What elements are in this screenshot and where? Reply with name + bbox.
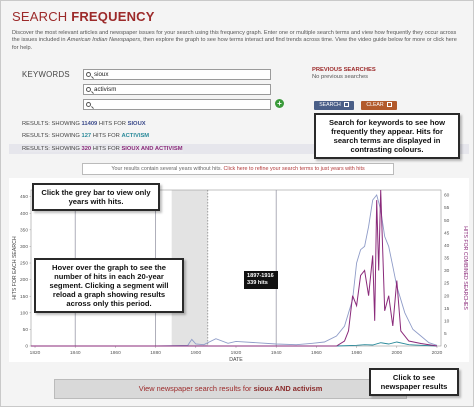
- previous-searches-title: PREVIOUS SEARCHES: [312, 67, 376, 73]
- hover-tooltip: 1897-1916 339 hits: [244, 271, 278, 289]
- search-button[interactable]: SEARCH: [314, 101, 354, 110]
- page-title: SEARCH FREQUENCY: [12, 9, 155, 24]
- x-tick-label: 1840: [70, 350, 81, 356]
- y-tick-label: 300: [20, 244, 28, 250]
- search-icon: [86, 87, 91, 92]
- y-right-tick-label: 35: [444, 256, 450, 262]
- refine-warning: Your results contain several years witho…: [82, 163, 394, 175]
- clear-button-icon: [386, 102, 392, 108]
- keyword-input-1[interactable]: sioux: [83, 69, 271, 80]
- y-right-tick-label: 40: [444, 243, 450, 249]
- y-right-tick-label: 60: [444, 193, 450, 199]
- y-right-tick-label: 5: [444, 331, 447, 337]
- result-line-activism: RESULTS: SHOWING 127 HITS FOR ACTIVISM: [22, 133, 150, 139]
- x-tick-label: 1940: [271, 350, 282, 356]
- search-icon: [86, 72, 91, 77]
- x-tick-label: 1920: [231, 350, 242, 356]
- y-axis-label: HITS FOR EACH SEARCH: [12, 236, 18, 299]
- result-line-sioux: RESULTS: SHOWING 11409 HITS FOR SIOUX: [22, 121, 146, 127]
- add-keyword-icon[interactable]: +: [275, 99, 284, 108]
- frequency-chart-svg[interactable]: 0 50 100 150 200 250 300 350 400 450 0 5 10 15 20 25 30 3…: [9, 178, 469, 362]
- y-right-tick-label: 15: [444, 306, 450, 312]
- y-right-tick-label: 45: [444, 230, 450, 236]
- y-right-tick-label: 30: [444, 268, 450, 274]
- intro-text: Discover the most relevant articles and …: [12, 30, 457, 51]
- keyword-input-3[interactable]: [83, 99, 271, 110]
- clear-button[interactable]: CLEAR: [361, 101, 397, 110]
- y-right-tick-label: 55: [444, 205, 450, 211]
- y-tick-label: 350: [20, 227, 28, 233]
- series-sioux-and-activism[interactable]: [31, 189, 438, 347]
- y-right-tick-label: 25: [444, 281, 450, 287]
- callout-search-keywords: Search for keywords to see how frequentl…: [314, 113, 460, 159]
- y-right-tick-label: 50: [444, 218, 450, 224]
- callout-grey-bar: Click the grey bar to view only years wi…: [32, 183, 160, 211]
- y-right-tick-label: 20: [444, 293, 450, 299]
- x-axis-label: DATE: [229, 357, 243, 362]
- x-tick-label: 2000: [391, 350, 402, 356]
- y-right-tick-label: 10: [444, 318, 450, 324]
- search-button-icon: [343, 102, 349, 108]
- y-tick-label: 100: [20, 310, 28, 316]
- search-icon: [86, 102, 91, 107]
- y-tick-label: 450: [20, 194, 28, 200]
- view-results-button[interactable]: View newspaper search results for sioux …: [54, 379, 407, 399]
- x-tick-label: 1860: [110, 350, 121, 356]
- x-tick-label: 1900: [190, 350, 201, 356]
- x-tick-label: 1960: [311, 350, 322, 356]
- result-line-combined: RESULTS: SHOWING 320 HITS FOR SIOUX AND …: [22, 146, 183, 152]
- refine-link[interactable]: Click here to refine your search terms t…: [223, 166, 365, 172]
- y-tick-label: 250: [20, 261, 28, 267]
- y-tick-label: 400: [20, 211, 28, 217]
- y-tick-label: 150: [20, 294, 28, 300]
- callout-hover-graph: Hover over the graph to see the number o…: [34, 258, 184, 313]
- y-right-axis-label: HITS FOR COMBINED SEARCHES: [462, 226, 468, 310]
- y-tick-label: 0: [25, 344, 28, 350]
- previous-searches-empty: No previous searches: [312, 74, 369, 80]
- result-highlight-band: [9, 144, 469, 154]
- y-tick-label: 200: [20, 277, 28, 283]
- keyword-input-2[interactable]: activism: [83, 84, 271, 95]
- keywords-label: KEYWORDS: [22, 70, 70, 79]
- x-tick-label: 2020: [432, 350, 443, 356]
- y-tick-label: 50: [23, 327, 29, 333]
- callout-newspaper-results: Click to see newspaper results: [369, 368, 459, 396]
- series-activism[interactable]: [31, 341, 438, 347]
- x-tick-label: 1880: [150, 350, 161, 356]
- y-right-tick-label: 0: [444, 344, 447, 350]
- x-tick-label: 1820: [30, 350, 41, 356]
- x-tick-label: 1980: [351, 350, 362, 356]
